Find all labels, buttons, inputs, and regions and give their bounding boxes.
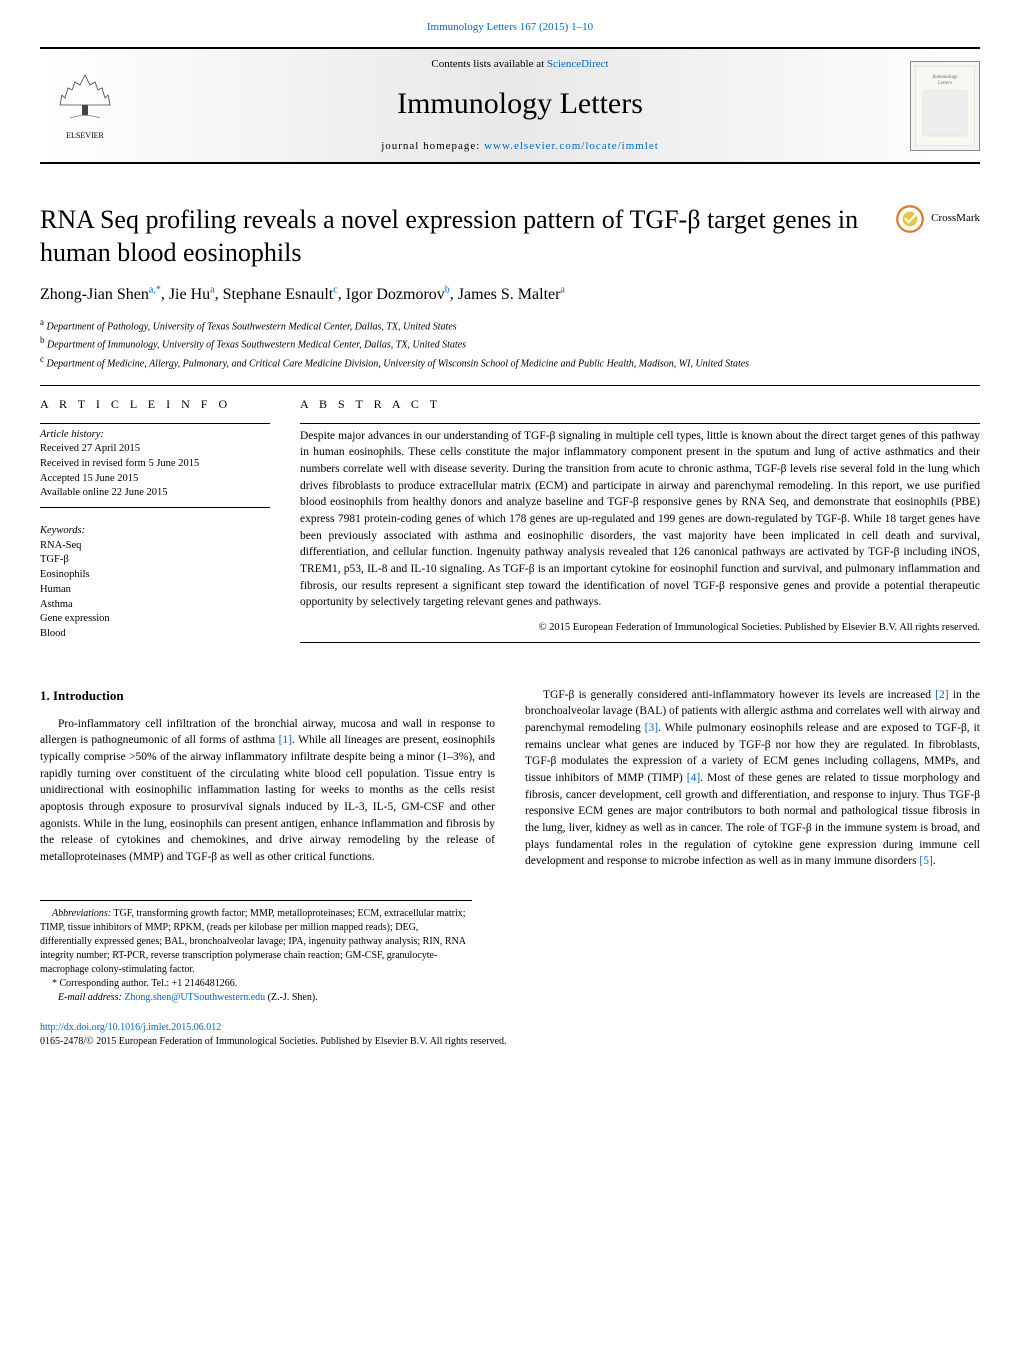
body-text: 1. Introduction Pro-inflammatory cell in… (40, 687, 980, 870)
keyword: Eosinophils (40, 569, 90, 580)
keyword: Human (40, 584, 71, 595)
affiliations: a Department of Pathology, University of… (40, 316, 980, 371)
doi-link[interactable]: http://dx.doi.org/10.1016/j.imlet.2015.0… (40, 1022, 221, 1033)
reference-link[interactable]: [5] (919, 855, 932, 867)
contents-line: Contents lists available at ScienceDirec… (130, 57, 910, 72)
history-label: Article history: (40, 429, 104, 440)
history-item: Accepted 15 June 2015 (40, 473, 138, 484)
abstract-header: A B S T R A C T (300, 396, 980, 413)
author: Jie Hua (169, 286, 215, 303)
author: Stephane Esnaultc (223, 286, 338, 303)
keyword: TGF-β (40, 554, 69, 565)
reference-link[interactable]: [2] (935, 689, 948, 701)
corresponding-author-footnote: * Corresponding author. Tel.: +1 2146481… (40, 977, 472, 991)
body-paragraph: Pro-inflammatory cell infiltration of th… (40, 716, 495, 866)
homepage-line: journal homepage: www.elsevier.com/locat… (130, 139, 910, 154)
authors-line: Zhong-Jian Shena,*, Jie Hua, Stephane Es… (40, 283, 980, 306)
author: Igor Dozmorovb (346, 286, 450, 303)
history-item: Received 27 April 2015 (40, 443, 140, 454)
title-row: RNA Seq profiling reveals a novel expres… (40, 204, 980, 269)
email-footnote: E-mail address: Zhong.shen@UTSouthwester… (40, 991, 472, 1005)
section-heading: 1. Introduction (40, 687, 495, 706)
header-center: Contents lists available at ScienceDirec… (130, 57, 910, 154)
history-item: Received in revised form 5 June 2015 (40, 458, 199, 469)
page-footer: http://dx.doi.org/10.1016/j.imlet.2015.0… (40, 1021, 980, 1049)
keyword: RNA-Seq (40, 540, 81, 551)
keyword: Gene expression (40, 613, 110, 624)
abstract-column: A B S T R A C T Despite major advances i… (300, 396, 980, 647)
abstract-copyright: © 2015 European Federation of Immunologi… (300, 621, 980, 636)
article-info-column: A R T I C L E I N F O Article history: R… (40, 396, 270, 647)
journal-name: Immunology Letters (130, 83, 910, 125)
article-info-header: A R T I C L E I N F O (40, 396, 270, 413)
elsevier-tree-icon (50, 70, 120, 130)
author: Zhong-Jian Shena,* (40, 286, 161, 303)
history-item: Available online 22 June 2015 (40, 487, 168, 498)
body-paragraph: TGF-β is generally considered anti-infla… (525, 687, 980, 870)
journal-cover-thumbnail: Immunology Letters (910, 61, 980, 151)
abstract-text: Despite major advances in our understand… (300, 428, 980, 611)
email-link[interactable]: Zhong.shen@UTSouthwestern.edu (124, 992, 265, 1003)
journal-header-band: ELSEVIER Contents lists available at Sci… (40, 47, 980, 164)
footnote-block: Abbreviations: TGF, transforming growth … (40, 900, 472, 1005)
divider (300, 642, 980, 643)
affiliation: a Department of Pathology, University of… (40, 316, 980, 334)
journal-homepage-link[interactable]: www.elsevier.com/locate/immlet (484, 140, 659, 152)
info-abstract-row: A R T I C L E I N F O Article history: R… (40, 396, 980, 647)
reference-link[interactable]: [1] (279, 734, 292, 746)
svg-text:Letters: Letters (937, 81, 952, 86)
author: James S. Maltera (458, 286, 565, 303)
reference-link[interactable]: [4] (687, 772, 700, 784)
issn-copyright: 0165-2478/© 2015 European Federation of … (40, 1036, 507, 1047)
divider (40, 507, 270, 508)
keywords-block: Keywords: RNA-Seq TGF-β Eosinophils Huma… (40, 524, 270, 642)
elsevier-name: ELSEVIER (66, 130, 104, 141)
sciencedirect-link[interactable]: ScienceDirect (547, 58, 609, 70)
crossmark-label: CrossMark (931, 211, 980, 226)
article-history: Article history: Received 27 April 2015 … (40, 428, 270, 501)
affiliation: c Department of Medicine, Allergy, Pulmo… (40, 353, 980, 371)
divider (40, 423, 270, 424)
divider (40, 385, 980, 386)
keyword: Blood (40, 628, 66, 639)
keywords-label: Keywords: (40, 524, 270, 539)
affiliation: b Department of Immunology, University o… (40, 334, 980, 352)
crossmark-badge[interactable]: CrossMark (895, 204, 980, 234)
abbreviations-footnote: Abbreviations: TGF, transforming growth … (40, 907, 472, 977)
article-title: RNA Seq profiling reveals a novel expres… (40, 204, 875, 269)
divider (300, 423, 980, 424)
crossmark-icon (895, 204, 925, 234)
keyword: Asthma (40, 599, 73, 610)
elsevier-logo: ELSEVIER (40, 61, 130, 151)
reference-link[interactable]: [3] (645, 722, 658, 734)
svg-text:Immunology: Immunology (932, 75, 959, 80)
journal-citation[interactable]: Immunology Letters 167 (2015) 1–10 (40, 20, 980, 35)
